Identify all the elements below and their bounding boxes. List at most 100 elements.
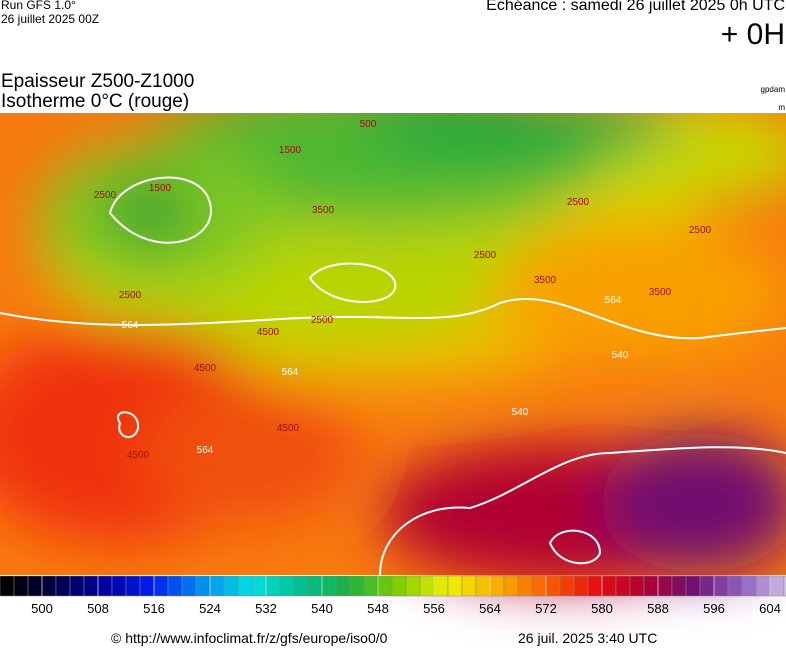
isoline-label: 2500	[119, 290, 142, 301]
color-swatch	[293, 576, 309, 597]
color-swatch	[223, 576, 239, 597]
color-swatch	[405, 576, 421, 597]
tick-label: 524	[199, 601, 221, 616]
unit: gpdam	[760, 85, 785, 94]
color-swatch	[41, 576, 57, 597]
tick-label: 556	[423, 601, 445, 616]
color-swatch	[433, 576, 449, 597]
tick-label: 540	[311, 601, 333, 616]
color-swatch	[111, 576, 127, 597]
color-swatch	[783, 576, 786, 597]
color-swatch	[139, 576, 155, 597]
color-swatch	[503, 576, 519, 597]
color-swatch	[657, 576, 673, 597]
tick-label: 604	[759, 601, 781, 616]
isoline-labels: 500 1500 1500 2500 2500 2500 2500 2500 2500 3500 3…	[94, 119, 712, 461]
color-swatch	[671, 576, 687, 597]
isoline-label: 4500	[277, 423, 300, 434]
offset: + 0H	[720, 18, 785, 51]
thickness-field	[0, 113, 786, 583]
color-swatch	[615, 576, 631, 597]
color-swatch	[489, 576, 505, 597]
footer-date: 26 juil. 2025 3:40 UTC	[518, 630, 658, 646]
echeance: Echéance : samedi 26 juillet 2025 0h UTC	[486, 0, 785, 14]
color-swatch	[447, 576, 463, 597]
color-swatch	[125, 576, 141, 597]
color-swatch	[13, 576, 29, 597]
color-swatch	[559, 576, 575, 597]
color-swatch	[699, 576, 715, 597]
color-swatch	[713, 576, 729, 597]
isoline-label: 1500	[279, 145, 302, 156]
title: Epaisseur Z500-Z1000	[1, 71, 195, 92]
color-swatch	[237, 576, 253, 597]
color-swatch	[419, 576, 435, 597]
footer-url: © http://www.infoclimat.fr/z/gfs/europe/…	[111, 630, 388, 646]
colorbar: 500 508 516 524 532 540 548 556 564 572 580 588 596 6…	[0, 576, 786, 616]
tick-label: 508	[87, 601, 109, 616]
unit: m	[778, 103, 785, 112]
subtitle: Isotherme 0°C (rouge)	[1, 91, 190, 112]
color-swatch	[755, 576, 771, 597]
color-swatch	[391, 576, 407, 597]
color-swatch	[167, 576, 183, 597]
isoline-label: 2500	[94, 190, 117, 201]
isoline-label: 3500	[312, 205, 335, 216]
isoline-label: 540	[612, 350, 629, 361]
map: 500 1500 1500 2500 2500 2500 2500 2500 2500 3500 3…	[0, 113, 786, 583]
color-swatch	[307, 576, 323, 597]
isoline-label: 2500	[689, 225, 712, 236]
color-swatch	[531, 576, 547, 597]
tick-label: 588	[647, 601, 669, 616]
color-swatch	[587, 576, 603, 597]
color-swatch	[727, 576, 743, 597]
color-swatch	[251, 576, 267, 597]
color-swatch	[265, 576, 281, 597]
isolines	[0, 176, 786, 576]
color-swatch	[0, 576, 15, 597]
color-swatch	[97, 576, 113, 597]
color-swatch	[643, 576, 659, 597]
color-swatch	[461, 576, 477, 597]
color-swatch	[601, 576, 617, 597]
color-swatch	[769, 576, 785, 597]
color-swatch	[349, 576, 365, 597]
color-swatch	[741, 576, 757, 597]
color-swatch	[335, 576, 351, 597]
isoline-label: 3500	[534, 275, 557, 286]
color-swatch	[629, 576, 645, 597]
isoline-label: 3500	[649, 287, 672, 298]
isoline-label: 1500	[149, 183, 172, 194]
color-swatch	[685, 576, 701, 597]
color-swatch	[27, 576, 43, 597]
color-swatch	[209, 576, 225, 597]
tick-label: 580	[591, 601, 613, 616]
tick-label: 572	[535, 601, 557, 616]
isoline-label: 500	[360, 119, 377, 130]
run: Run GFS 1.0°	[1, 0, 76, 12]
tick-label: 516	[143, 601, 165, 616]
color-swatch	[475, 576, 491, 597]
color-swatch	[279, 576, 295, 597]
isoline-label: 564	[122, 320, 139, 331]
tick-label: 548	[367, 601, 389, 616]
isoline-label: 4500	[257, 327, 280, 338]
run-date: 26 juillet 2025 00Z	[1, 12, 100, 26]
isoline-label: 4500	[127, 450, 150, 461]
color-swatch	[153, 576, 169, 597]
color-swatch	[83, 576, 99, 597]
isoline-label: 2500	[311, 315, 334, 326]
color-swatch	[55, 576, 71, 597]
tick-label: 596	[703, 601, 725, 616]
isoline-label: 564	[197, 445, 214, 456]
color-swatch	[573, 576, 589, 597]
tick-label: 500	[31, 601, 53, 616]
isoline-label: 540	[512, 407, 529, 418]
isoline-label: 2500	[474, 250, 497, 261]
isoline-label: 2500	[567, 197, 590, 208]
color-swatch	[363, 576, 379, 597]
color-swatch	[545, 576, 561, 597]
isoline-label: 4500	[194, 363, 217, 374]
color-swatch	[377, 576, 393, 597]
color-swatch	[69, 576, 85, 597]
